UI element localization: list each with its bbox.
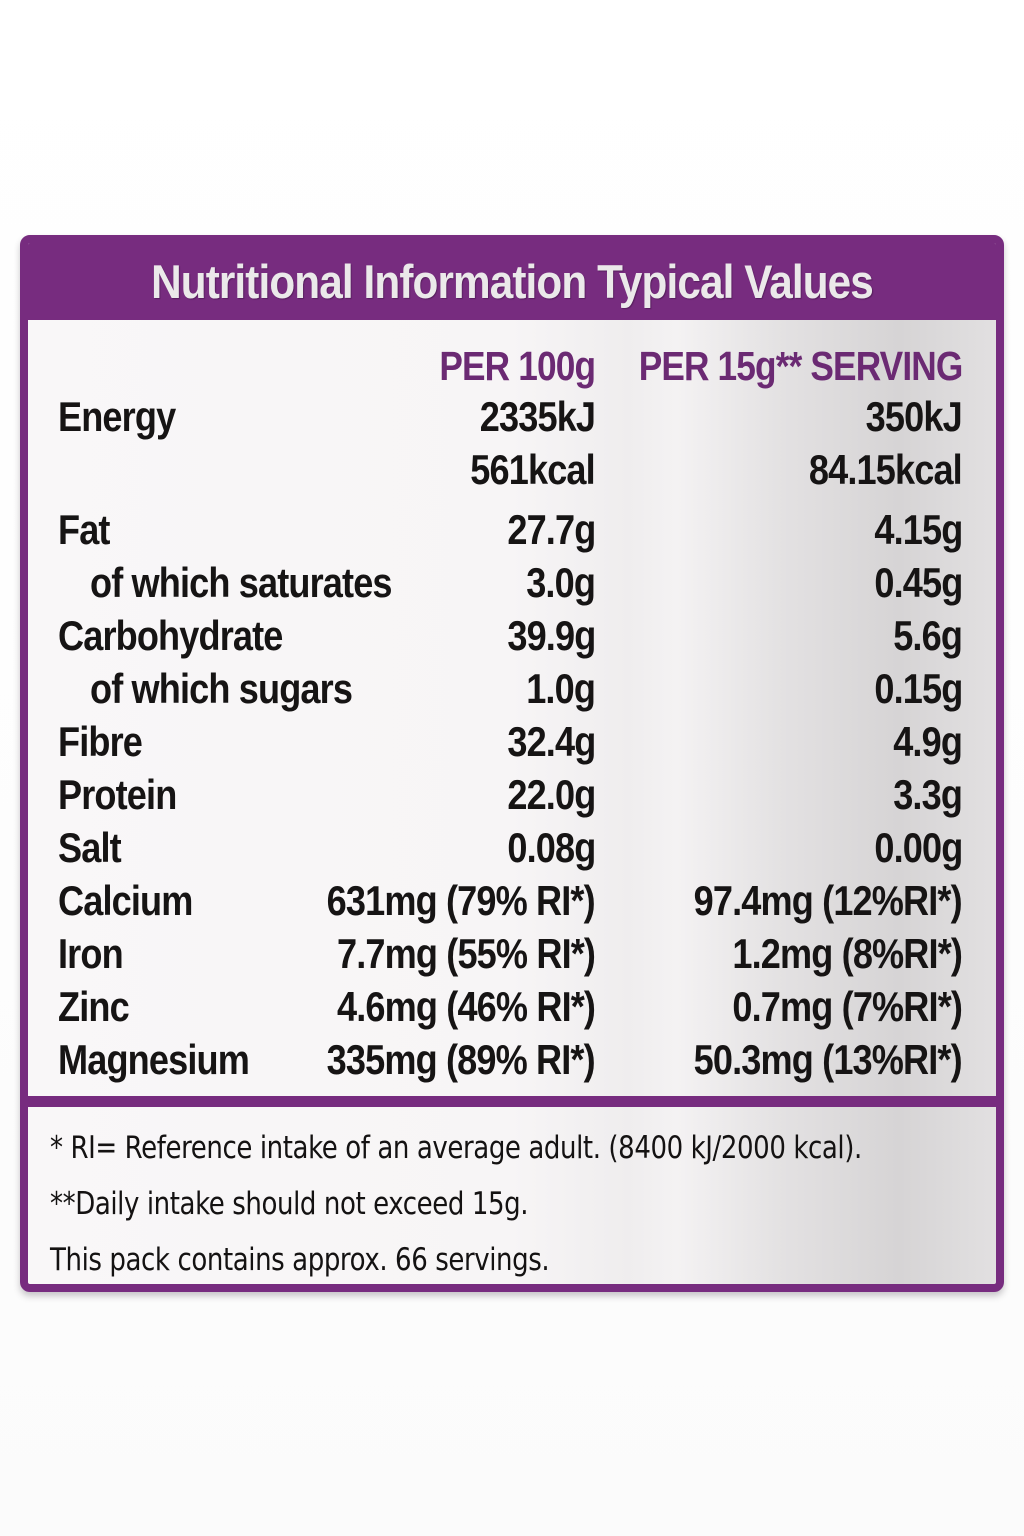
nutrient-label: Iron (58, 930, 124, 977)
per-15g-value: 1.2mg (8%RI*) (732, 930, 963, 977)
per-15g-value: 84.15kcal (809, 446, 963, 493)
per-15g-value: 4.9g (893, 718, 963, 765)
nutrient-label: of which sugars (90, 665, 353, 712)
per-15g-value: 0.45g (873, 559, 963, 606)
table-row-fibre: Fibre 32.4g 4.9g (28, 715, 996, 768)
nutrient-label: Zinc (58, 983, 130, 1030)
per-100g-value: 1.0g (526, 665, 596, 712)
title-band: Nutritional Information Typical Values (28, 243, 996, 320)
footnote-servings: This pack contains approx. 66 servings. (50, 1242, 550, 1278)
per-15g-value: 0.7mg (7%RI*) (732, 983, 963, 1030)
nutrient-label: Magnesium (58, 1036, 250, 1083)
table-row-salt: Salt 0.08g 0.00g (28, 821, 996, 874)
table-row-protein: Protein 22.0g 3.3g (28, 768, 996, 821)
per-15g-value: 4.15g (873, 506, 963, 553)
per-100g-value: 335mg (89% RI*) (326, 1036, 596, 1083)
per-15g-value: 50.3mg (13%RI*) (693, 1036, 963, 1083)
table-row-fat: Fat 27.7g 4.15g (28, 503, 996, 556)
footnote-daily-intake: **Daily intake should not exceed 15g. (50, 1186, 529, 1222)
per-100g-value: 4.6mg (46% RI*) (336, 983, 596, 1030)
table-row-carbohydrate: Carbohydrate 39.9g 5.6g (28, 609, 996, 662)
per-100g-value: 3.0g (526, 559, 596, 606)
per-100g-value: 561kcal (470, 446, 595, 493)
nutrient-label: Fibre (58, 718, 143, 765)
nutrient-label: Calcium (58, 877, 193, 924)
footnote-divider (28, 1096, 996, 1107)
label-title: Nutritional Information Typical Values (151, 255, 874, 308)
column-headers: PER 100g PER 15g** SERVING (28, 326, 996, 390)
table-row-iron: Iron 7.7mg (55% RI*) 1.2mg (8%RI*) (28, 927, 996, 980)
table-row-magnesium: Magnesium 335mg (89% RI*) 50.3mg (13%RI*… (28, 1033, 996, 1086)
per-15g-value: 97.4mg (12%RI*) (693, 877, 963, 924)
per-100g-value: 7.7mg (55% RI*) (336, 930, 596, 977)
nutrient-label: Salt (58, 824, 122, 871)
table-row-saturates: of which saturates 3.0g 0.45g (28, 556, 996, 609)
per-15g-value: 0.15g (873, 665, 963, 712)
nutrition-label-panel: Nutritional Information Typical Values P… (20, 235, 1004, 1292)
table-row-sugars: of which sugars 1.0g 0.15g (28, 662, 996, 715)
column-header-per-15g-serving: PER 15g** SERVING (638, 343, 963, 389)
table-row-zinc: Zinc 4.6mg (46% RI*) 0.7mg (7%RI*) (28, 980, 996, 1033)
per-100g-value: 39.9g (506, 612, 596, 659)
table-row-energy: Energy 2335kJ 350kJ (28, 390, 996, 443)
nutrient-label: Energy (58, 393, 176, 440)
per-100g-value: 0.08g (506, 824, 596, 871)
per-100g-value: 2335kJ (479, 393, 596, 440)
nutrient-label: of which saturates (90, 559, 393, 606)
per-15g-value: 3.3g (893, 771, 963, 818)
table-row-calcium: Calcium 631mg (79% RI*) 97.4mg (12%RI*) (28, 874, 996, 927)
nutrient-label: Fat (58, 506, 110, 553)
table-row-energy-kcal: 561kcal 84.15kcal (28, 443, 996, 496)
per-100g-value: 27.7g (506, 506, 596, 553)
per-100g-value: 22.0g (506, 771, 596, 818)
per-100g-value: 631mg (79% RI*) (326, 877, 596, 924)
nutrient-label: Protein (58, 771, 177, 818)
per-15g-value: 5.6g (893, 612, 963, 659)
per-100g-value: 32.4g (506, 718, 596, 765)
per-15g-value: 350kJ (865, 393, 963, 440)
footnote-reference-intake: * RI= Reference intake of an average adu… (50, 1130, 862, 1166)
footnotes-section: * RI= Reference intake of an average adu… (28, 1107, 996, 1284)
column-header-per-100g: PER 100g (439, 343, 596, 389)
per-15g-value: 0.00g (873, 824, 963, 871)
nutrient-label: Carbohydrate (58, 612, 283, 659)
